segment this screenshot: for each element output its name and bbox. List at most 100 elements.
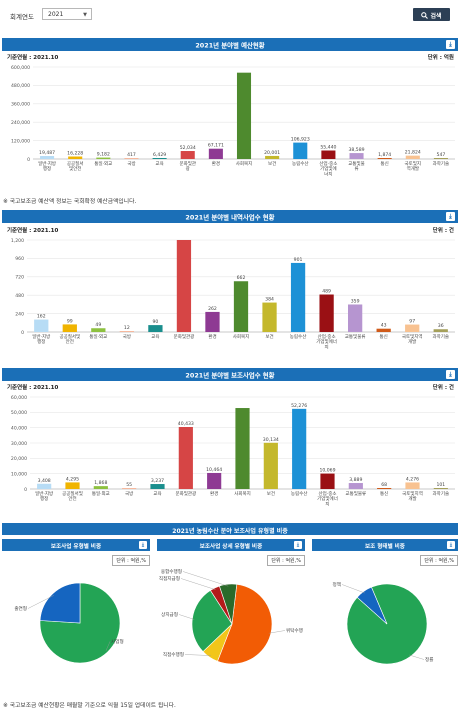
bar-value-label: 68 <box>381 482 387 488</box>
y-tick-label: 480,000 <box>11 83 30 89</box>
bar-value-label: 49 <box>95 322 101 328</box>
bar[interactable] <box>96 157 111 159</box>
x-tick-label: 교육 <box>155 161 163 167</box>
bar[interactable] <box>93 486 108 489</box>
x-tick-label: 공공질서 <box>67 160 84 167</box>
x-tick-label: 문화및관 <box>179 160 196 167</box>
year-label: 회계연도 <box>10 13 34 21</box>
bar[interactable] <box>208 148 223 159</box>
pie-slice[interactable] <box>39 582 81 624</box>
year-select[interactable]: 2021 ▼ <box>42 8 92 20</box>
pie-label: 직접지급형 <box>159 575 180 582</box>
x-tick-label: 통신 <box>381 160 389 167</box>
x-tick-label: 행정 <box>40 495 48 502</box>
y-tick-label: 0 <box>27 157 30 163</box>
bar[interactable] <box>433 488 448 489</box>
download-icon[interactable]: ⤓ <box>294 540 302 549</box>
chart1-unit: 단위 : 억원 <box>427 55 454 61</box>
download-icon[interactable]: ⤓ <box>447 540 455 549</box>
bar[interactable] <box>148 325 163 332</box>
bar[interactable] <box>321 150 336 159</box>
pie-label: 상지급형 <box>161 611 178 618</box>
y-tick-label: 10,000 <box>11 471 27 477</box>
bar[interactable] <box>205 311 220 332</box>
bar[interactable] <box>376 328 391 332</box>
search-button[interactable]: 검색 <box>413 8 450 21</box>
bar[interactable] <box>178 427 193 489</box>
bar[interactable] <box>68 156 83 159</box>
pie-section-title: 2021년 농림수산 분야 보조사업 유형별 비중 <box>2 523 458 535</box>
download-icon[interactable]: ⤓ <box>446 40 455 49</box>
download-icon[interactable]: ⤓ <box>446 370 455 379</box>
bar[interactable] <box>263 442 278 489</box>
bar[interactable] <box>290 262 306 332</box>
y-tick-label: 960 <box>15 256 24 262</box>
pie-slice[interactable] <box>217 583 273 665</box>
bar[interactable] <box>405 324 420 332</box>
download-icon[interactable]: ⤓ <box>446 212 455 221</box>
x-tick-label: 교통및물 <box>348 160 365 167</box>
bar[interactable] <box>433 158 448 159</box>
bar[interactable] <box>235 408 250 489</box>
x-tick-label: 산업·중소 <box>319 160 337 167</box>
pie-slice[interactable] <box>191 589 233 652</box>
bar[interactable] <box>236 72 252 159</box>
bar[interactable] <box>150 484 165 489</box>
bar[interactable] <box>292 408 307 489</box>
bar[interactable] <box>405 482 420 489</box>
pie-label: 정액 <box>333 581 341 588</box>
x-tick-label: 국방 <box>127 160 135 167</box>
pie-slice[interactable] <box>219 583 238 625</box>
bar-value-label: 67,171 <box>208 143 224 149</box>
bar[interactable] <box>349 153 364 159</box>
bar[interactable] <box>377 488 392 489</box>
chart3-svg: 0 10,000 20,000 30,000 40,000 50,000 60,000 3,4… <box>11 395 455 507</box>
bar[interactable] <box>37 483 52 489</box>
bar-value-label: 30,134 <box>263 437 279 443</box>
pie3-svg: 정률 정액 <box>333 581 433 665</box>
x-tick-label: 과학기술 <box>433 160 450 167</box>
bar[interactable] <box>348 304 363 332</box>
bar[interactable] <box>320 473 335 489</box>
bar[interactable] <box>65 482 80 489</box>
bar-value-label: 19,487 <box>39 150 55 156</box>
y-tick-label: 120,000 <box>11 138 30 144</box>
bar[interactable] <box>122 488 137 489</box>
bar[interactable] <box>319 294 334 332</box>
x-tick-label: 환경 <box>212 160 220 167</box>
x-tick-label: 과학기술 <box>433 490 450 497</box>
download-icon[interactable]: ⤓ <box>139 540 147 549</box>
bar[interactable] <box>265 155 280 159</box>
y-tick-label: 60,000 <box>11 395 27 401</box>
x-tick-label: 행정 <box>37 338 45 345</box>
pie-slice[interactable] <box>356 586 388 625</box>
bar[interactable] <box>180 151 195 159</box>
bar[interactable] <box>262 302 277 332</box>
bar-value-label: 262 <box>208 306 217 312</box>
bar[interactable] <box>62 324 77 332</box>
bar[interactable] <box>207 472 222 489</box>
x-tick-label: 농림수산 <box>290 333 307 340</box>
bar-value-label: 90 <box>152 319 158 325</box>
bar[interactable] <box>119 331 134 332</box>
bar[interactable] <box>405 155 420 159</box>
bar[interactable] <box>91 328 106 332</box>
bar[interactable] <box>152 158 167 159</box>
bar-value-label: 106,923 <box>291 137 310 143</box>
chart1-notice: ※ 국고보조금 예산액 정보는 국회확정 예산금액입니다. <box>3 199 137 205</box>
chart1-title: 2021년 분야별 예산현황 <box>195 41 265 49</box>
bar[interactable] <box>233 281 249 332</box>
bar[interactable] <box>176 240 192 332</box>
bar[interactable] <box>40 156 55 159</box>
bar[interactable] <box>124 158 139 159</box>
bar[interactable] <box>293 142 308 159</box>
bar[interactable] <box>348 483 363 489</box>
x-tick-label: 사회복지 <box>234 490 251 497</box>
bar[interactable] <box>34 319 49 332</box>
x-tick-label: 공공질서및 <box>59 333 80 340</box>
x-tick-label: 문화및관광 <box>175 490 196 497</box>
x-tick-label: 국토및지역 <box>402 333 423 340</box>
bar[interactable] <box>433 329 448 332</box>
bar[interactable] <box>377 158 392 159</box>
